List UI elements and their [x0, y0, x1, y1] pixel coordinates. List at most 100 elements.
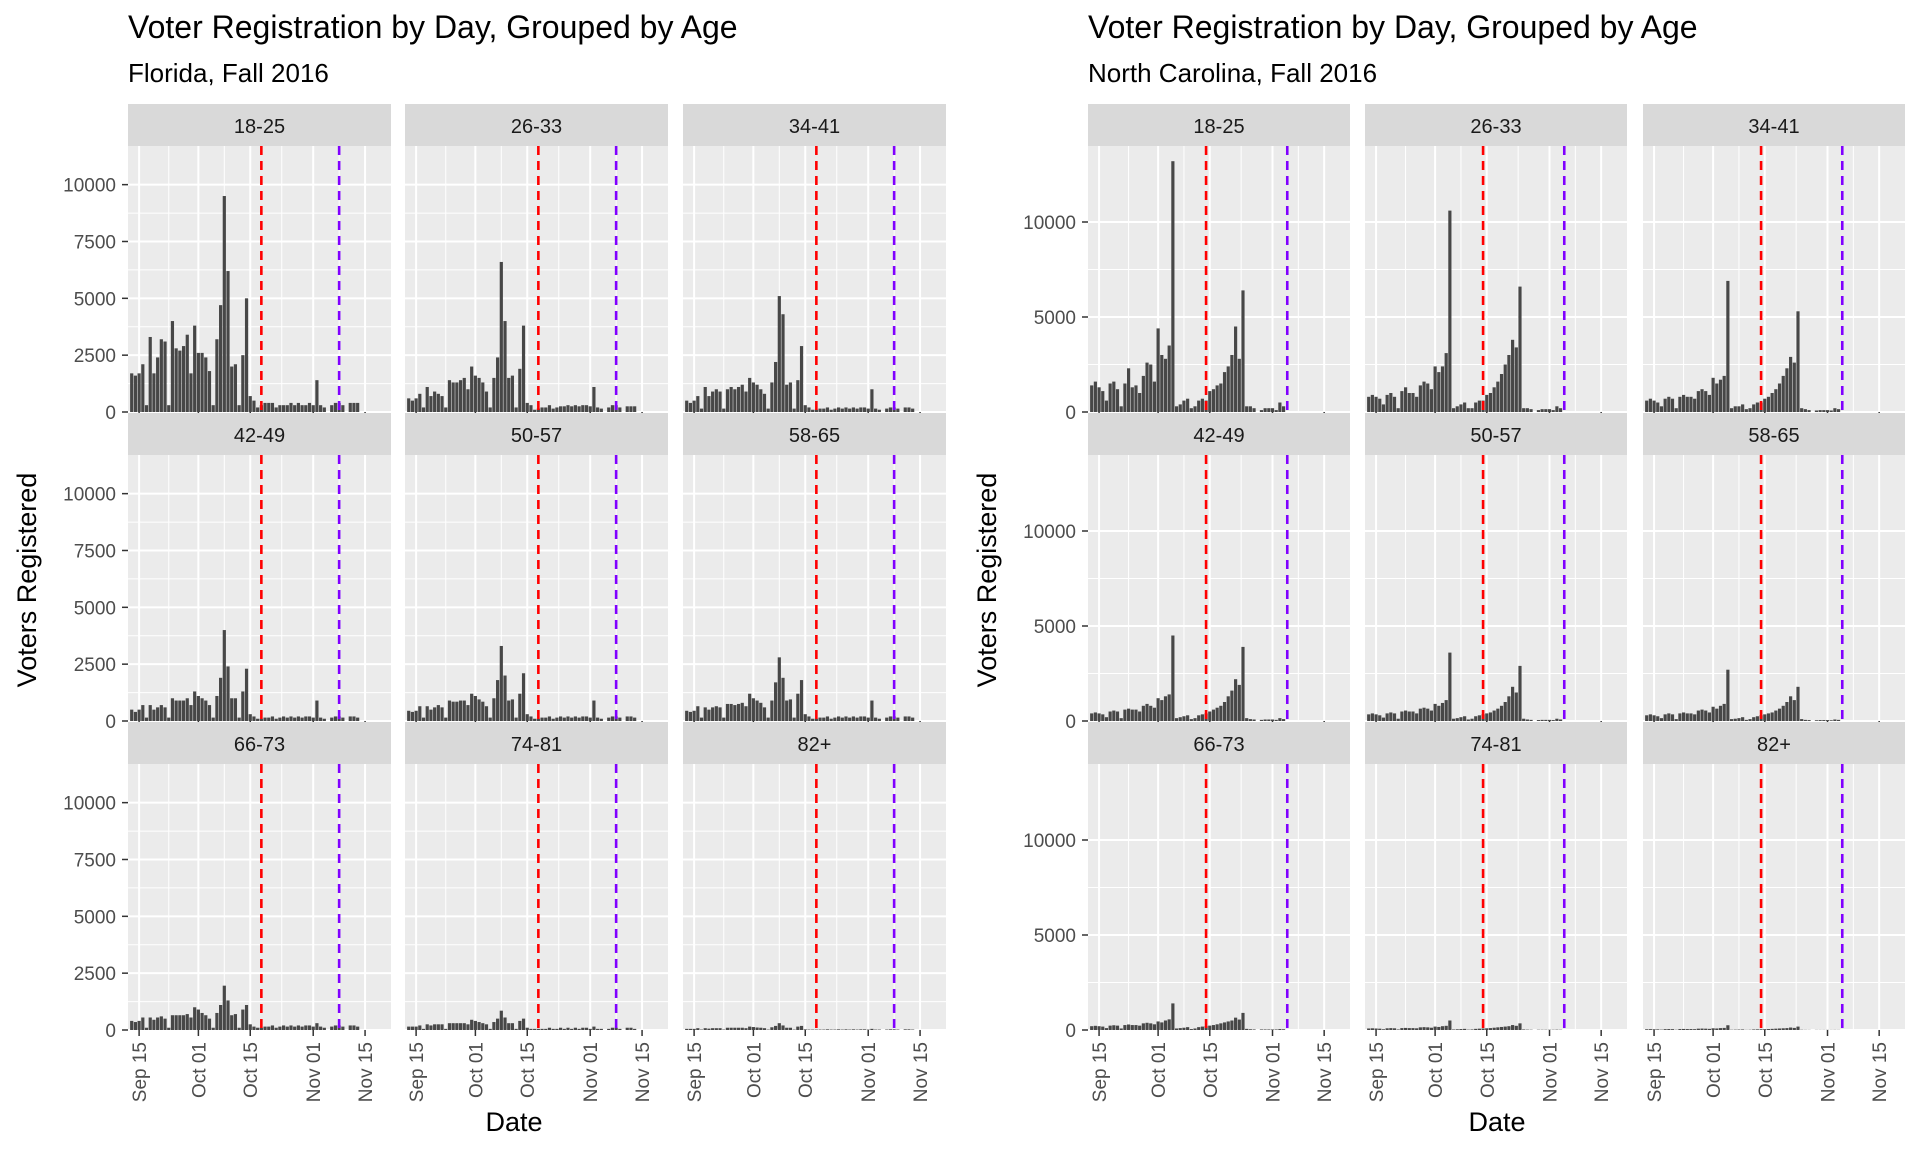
bar — [521, 325, 526, 412]
bar — [429, 709, 433, 721]
bar — [1182, 716, 1186, 721]
bar — [729, 386, 733, 412]
bar — [1536, 720, 1541, 721]
bar — [410, 1026, 415, 1030]
bar — [1204, 1026, 1208, 1030]
bar — [333, 402, 338, 412]
bar — [625, 406, 629, 412]
bar — [1496, 1027, 1500, 1030]
bar — [444, 1028, 448, 1030]
bar — [1252, 1029, 1256, 1030]
bar — [274, 407, 278, 412]
bar — [215, 695, 219, 721]
bar — [588, 1028, 592, 1030]
bar — [792, 717, 796, 721]
bar — [1704, 391, 1708, 412]
bar — [785, 700, 789, 721]
bar — [558, 716, 563, 721]
x-tick-label: Nov 15 — [1315, 1042, 1336, 1102]
bar — [263, 402, 267, 412]
bar — [447, 700, 452, 721]
bar — [685, 1028, 689, 1030]
bar — [481, 701, 485, 721]
bar — [1689, 1029, 1693, 1030]
bar — [751, 698, 755, 721]
bar — [1785, 368, 1789, 412]
y-tick-label: 10000 — [1023, 213, 1076, 234]
bar — [1522, 718, 1526, 721]
bar — [1755, 1029, 1759, 1030]
bar — [1374, 1028, 1378, 1030]
x-tick-label: Oct 15 — [1201, 1042, 1222, 1098]
bar — [1097, 1026, 1101, 1030]
bar — [870, 389, 874, 412]
bar — [470, 1019, 474, 1030]
bar — [1477, 400, 1481, 412]
bar — [1770, 393, 1774, 412]
bar — [1226, 1021, 1230, 1030]
bar — [1781, 1028, 1785, 1030]
facet-panel-34-41: 34-41 — [1643, 104, 1905, 418]
bar — [433, 707, 437, 721]
panel-background — [683, 455, 946, 721]
bar — [1785, 702, 1789, 721]
bar — [1463, 1028, 1467, 1030]
bar — [911, 408, 915, 412]
bar — [1429, 389, 1434, 412]
bar — [1392, 713, 1397, 721]
bar — [1378, 1028, 1382, 1030]
bar — [315, 1023, 319, 1030]
bar — [440, 707, 444, 721]
bar — [566, 405, 570, 412]
bar — [1444, 1025, 1448, 1030]
bar — [1234, 326, 1238, 412]
bar — [1112, 1025, 1116, 1030]
bar — [130, 373, 134, 412]
facet-panel-66-73: 66-73 0 5000 10000 Sep 15 Oct 01 Oct 15 Nov 01 N… — [1023, 722, 1350, 1102]
bar — [907, 716, 911, 721]
bar — [588, 717, 592, 721]
bar — [1278, 1029, 1282, 1030]
bar — [544, 717, 548, 721]
bar — [555, 1028, 559, 1030]
x-tick-label: Sep 15 — [130, 1042, 151, 1102]
bar — [859, 1029, 863, 1030]
bar — [492, 1022, 496, 1030]
bar — [1418, 1027, 1422, 1030]
facet-panel-82plus: 82+ Sep 15 Oct 01 Oct 15 Nov 01 Nov 15 — [683, 722, 946, 1102]
bar — [300, 717, 304, 721]
bar — [278, 717, 282, 721]
bar — [692, 400, 696, 412]
bar — [1226, 366, 1230, 412]
bar — [207, 371, 212, 412]
bar — [1689, 396, 1693, 412]
bar — [718, 391, 722, 412]
bar — [1451, 1029, 1456, 1030]
bar — [1814, 720, 1819, 721]
y-tick-label: 5000 — [1034, 308, 1076, 329]
x-tick-label: Sep 15 — [685, 1042, 706, 1102]
bar — [1200, 1026, 1204, 1030]
bar — [618, 717, 622, 721]
bar — [1426, 708, 1430, 721]
bar — [174, 348, 178, 412]
facet-strip — [1643, 413, 1905, 455]
bar — [410, 711, 415, 721]
bar — [1400, 711, 1404, 721]
bar — [1652, 400, 1656, 412]
facet-strip — [1365, 722, 1627, 764]
facet-strip-label: 74-81 — [1470, 734, 1521, 756]
bar — [484, 1024, 489, 1030]
bar — [1752, 404, 1756, 412]
bar — [844, 716, 848, 721]
bar — [696, 396, 700, 412]
bar — [1241, 290, 1245, 412]
bar — [1101, 714, 1105, 721]
bar — [781, 314, 785, 412]
bar — [796, 1026, 800, 1030]
bar — [470, 366, 474, 412]
bar — [1693, 1029, 1697, 1030]
bar — [1437, 705, 1441, 721]
bar — [855, 408, 859, 412]
bar — [440, 1024, 444, 1030]
